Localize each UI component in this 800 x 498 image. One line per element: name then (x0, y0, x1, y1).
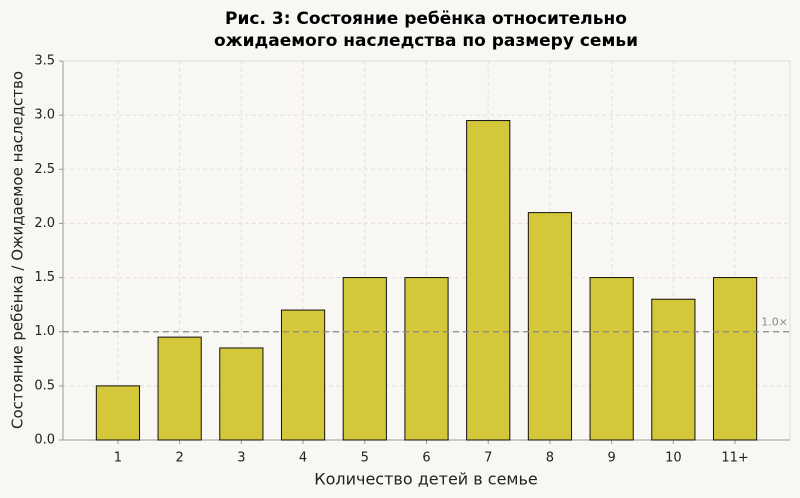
y-axis-label: Состояние ребёнка / Ожидаемое наследство (9, 71, 27, 429)
bar (404, 277, 449, 441)
x-tick-label: 11+ (721, 451, 748, 466)
y-tick-label: 0.5 (34, 378, 55, 393)
y-tick-label: 2.5 (34, 162, 55, 177)
y-tick-label: 3.0 (34, 108, 55, 123)
y-tick-label: 0.0 (34, 433, 55, 448)
y-tick-label: 1.0 (34, 324, 55, 339)
x-tick-label: 5 (361, 451, 369, 466)
bar (527, 212, 573, 441)
bar (219, 347, 264, 441)
x-tick-label: 1 (114, 451, 122, 466)
bar (95, 385, 141, 441)
bar (712, 277, 758, 441)
x-tick-label: 2 (176, 451, 184, 466)
bar (157, 336, 202, 441)
x-tick-label: 3 (237, 451, 245, 466)
x-tick-label: 8 (546, 451, 554, 466)
x-tick-label: 9 (608, 451, 616, 466)
y-tick-label: 3.5 (34, 54, 55, 69)
y-tick-label: 1.5 (34, 270, 55, 285)
chart-title: Рис. 3: Состояние ребёнка относительно ож… (214, 9, 638, 51)
bar (651, 298, 696, 441)
x-axis-label: Количество детей в семье (314, 470, 538, 489)
bar (342, 277, 387, 441)
x-tick-label: 6 (422, 451, 430, 466)
x-tick-label: 4 (299, 451, 307, 466)
x-tick-label: 7 (484, 451, 492, 466)
bar (589, 277, 634, 441)
x-tick-label: 10 (665, 451, 682, 466)
y-tick-label: 2.0 (34, 216, 55, 231)
bar (466, 120, 511, 441)
reference-label: 1.0× (761, 316, 788, 329)
bar (280, 309, 326, 441)
